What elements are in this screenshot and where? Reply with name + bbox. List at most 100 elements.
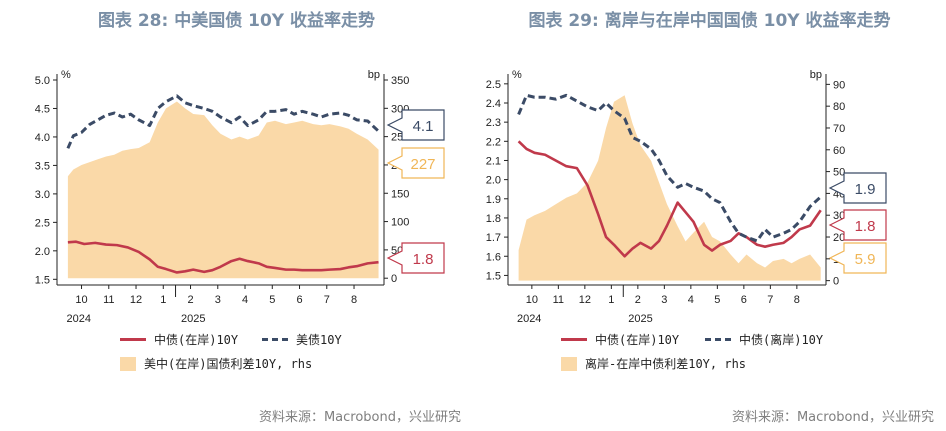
legend-swatch-dash (705, 338, 731, 341)
value-callout: 1.8 (386, 242, 445, 274)
value-callout: 227 (386, 147, 445, 179)
y-unit-right: bp (810, 69, 822, 81)
legend-label: 中债(在岸)10Y (595, 333, 680, 347)
legend-swatch-area (120, 356, 136, 371)
y-tick-label-right: 70 (833, 123, 845, 135)
callout-value: 1.8 (413, 251, 434, 268)
legend-swatch-dash (262, 338, 288, 341)
legend-label: 中债(离岸)10Y (739, 333, 824, 347)
series-line-dashed (66, 94, 380, 149)
y-tick-label-right: 20 (833, 232, 845, 244)
y-tick-label-right: 50 (833, 167, 845, 179)
y-tick-label-right: 350 (391, 75, 409, 87)
y-tick-label-left: 2.4 (486, 98, 501, 110)
x-tick-label: 3 (661, 294, 667, 306)
x-tick-label: 2 (635, 294, 641, 306)
x-tick-label: 11 (103, 294, 114, 306)
y-tick-label-left: 5.0 (35, 75, 50, 87)
callout-box (828, 242, 887, 274)
x-tick-label: 1 (608, 294, 614, 306)
legend-label: 美债10Y (296, 333, 342, 347)
series-area (67, 101, 379, 279)
y-tick-label-left: 2.3 (486, 117, 501, 129)
callout-value: 4.1 (413, 118, 434, 135)
x-tick-label: 12 (130, 294, 142, 306)
callout-box (828, 209, 887, 241)
x-tick-label: 8 (351, 294, 357, 306)
y-tick-label-left: 2.1 (486, 155, 501, 167)
x-tick-label: 8 (794, 294, 800, 306)
legend-swatch-line (561, 338, 587, 341)
y-tick-label-left: 3.5 (35, 160, 50, 172)
legend-swatch-area (561, 356, 577, 371)
callout-value: 1.9 (855, 181, 876, 198)
series-area (518, 95, 821, 281)
y-tick-label-left: 2.5 (486, 79, 501, 91)
chart-panel-right: 图表 29: 离岸与在岸中国国债 10Y 收益率走势 1.5 1.6 1.7 1.8 1… (473, 0, 946, 431)
source-note: 资料来源：Macrobond，兴业研究 (258, 410, 461, 425)
legend-label: 离岸-在岸中债利差10Y, rhs (585, 357, 747, 371)
y-tick-label-right: 100 (391, 217, 409, 229)
legend-label: 中债(在岸)10Y (154, 333, 239, 347)
x-year-label: 2024 (67, 313, 91, 325)
source-note: 资料来源：Macrobond，兴业研究 (731, 410, 934, 425)
x-tick-label: 6 (741, 294, 747, 306)
value-callout: 1.8 (828, 209, 887, 241)
value-callout: 5.9 (828, 242, 887, 274)
callout-box (386, 147, 445, 179)
y-tick-label-left: 4.0 (35, 132, 50, 144)
x-tick-label: 2 (187, 294, 193, 306)
x-year-label: 2025 (181, 313, 205, 325)
y-tick-label-right: 0 (391, 273, 397, 285)
y-unit-left: % (61, 69, 71, 81)
y-tick-label-right: 90 (833, 79, 845, 91)
y-tick-label-right: 60 (833, 145, 845, 157)
y-tick-label-left: 2.2 (486, 136, 501, 148)
callout-value: 5.9 (855, 251, 876, 268)
y-tick-label-left: 1.7 (486, 232, 501, 244)
x-year-label: 2024 (517, 313, 541, 325)
legend-label: 美中(在岸)国债利差10Y, rhs (144, 357, 313, 371)
x-tick-label: 7 (767, 294, 773, 306)
legend-item-onshore: 中债(在岸)10Y (120, 331, 238, 348)
callout-box (386, 242, 445, 274)
y-tick-label-right: 0 (833, 276, 839, 288)
chart-title: 图表 28: 中美国债 10Y 收益率走势 (97, 11, 376, 31)
y-tick-label-left: 4.5 (35, 103, 50, 115)
callout-value: 227 (410, 156, 435, 173)
x-tick-label: 5 (714, 294, 720, 306)
callout-box (828, 172, 887, 204)
x-tick-label: 3 (215, 294, 221, 306)
chart-svg-left: 1.52.02.53.03.54.04.55.0%050100150200250… (35, 69, 445, 325)
y-tick-label-left: 2.5 (35, 217, 50, 229)
x-tick-label: 11 (553, 294, 564, 306)
series-line-solid (517, 140, 822, 258)
callout-box (386, 109, 445, 141)
legend-item-us: 美债10Y (262, 331, 342, 348)
x-tick-label: 6 (296, 294, 302, 306)
series-line-solid (67, 240, 379, 274)
y-unit-right: bp (368, 69, 380, 81)
value-callout: 1.9 (828, 172, 887, 204)
y-tick-label-left: 1.8 (486, 213, 501, 225)
x-year-label: 2025 (628, 313, 652, 325)
value-callout: 4.1 (386, 109, 445, 141)
chart-svg-right: 1.5 1.6 1.7 1.8 1.9 2.0 2.1 2.2 2.3 2.4 2.5% 0 10 20 3… (486, 69, 887, 325)
y-tick-label-left: 3.0 (35, 189, 50, 201)
y-unit-left: % (512, 69, 522, 81)
x-tick-label: 12 (579, 294, 591, 306)
legend-swatch-line (120, 338, 146, 341)
x-tick-label: 5 (269, 294, 275, 306)
x-tick-label: 4 (688, 294, 694, 306)
x-tick-label: 7 (324, 294, 330, 306)
y-tick-label-left: 1.5 (486, 270, 501, 282)
y-tick-label-left: 2.0 (486, 175, 501, 187)
chart-title: 图表 29: 离岸与在岸中国国债 10Y 收益率走势 (528, 11, 891, 31)
x-tick-label: 10 (75, 294, 87, 306)
x-tick-label: 10 (526, 294, 538, 306)
legend-item-spread: 离岸-在岸中债利差10Y, rhs (561, 355, 746, 372)
legend-item-spread: 美中(在岸)国债利差10Y, rhs (120, 355, 312, 372)
y-tick-label-left: 1.5 (35, 274, 50, 286)
y-tick-label-left: 2.0 (35, 246, 50, 258)
series-line-dashed (517, 93, 822, 243)
